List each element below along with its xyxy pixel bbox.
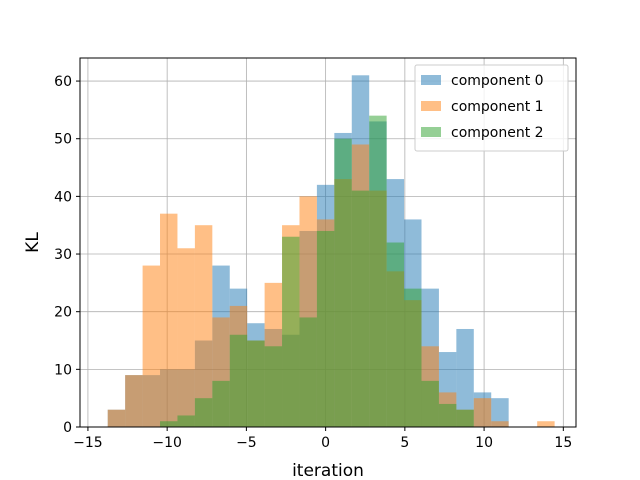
- y-tick-label: 10: [54, 362, 72, 378]
- x-tick-label: −15: [73, 435, 103, 451]
- histogram-bar: [264, 346, 283, 427]
- histogram-bar: [299, 317, 317, 427]
- histogram-bar: [160, 421, 178, 427]
- histogram-bar: [125, 375, 143, 427]
- histogram-bar: [456, 409, 474, 427]
- histogram-bar: [177, 248, 195, 427]
- legend-entry-label: component 0: [451, 73, 544, 89]
- histogram-bar: [142, 265, 161, 427]
- x-tick-label: 10: [475, 435, 493, 451]
- histogram-bar: [456, 328, 474, 427]
- x-tick-label: −5: [236, 435, 257, 451]
- y-tick-label: 30: [54, 247, 72, 263]
- histogram-bar: [386, 242, 405, 427]
- y-tick-label: 50: [54, 132, 72, 148]
- histogram-bar: [491, 398, 509, 427]
- legend-entry-label: component 1: [451, 99, 544, 115]
- histogram-bar: [438, 403, 457, 427]
- x-tick-label: 15: [554, 435, 572, 451]
- x-tick-label: 5: [400, 435, 409, 451]
- histogram-bar: [404, 288, 422, 427]
- histogram-bar: [177, 415, 195, 427]
- histogram-bar: [351, 190, 370, 427]
- histogram-bar: [229, 334, 248, 427]
- histogram-bar: [212, 380, 230, 427]
- histogram-bar: [491, 421, 509, 427]
- histogram-bar: [537, 421, 555, 427]
- histogram-bar: [282, 236, 300, 427]
- histogram-bar: [107, 409, 126, 427]
- histogram-bar: [421, 380, 439, 427]
- histogram-bar: [369, 115, 387, 427]
- histogram-bar: [194, 398, 213, 427]
- y-axis-label: KL: [23, 232, 43, 253]
- plot-frame: [79, 57, 577, 428]
- histogram-bar: [334, 138, 352, 427]
- axis-ticks: −15 −10 −5 0 5 10 15 0 10 20 30 40 50 60: [54, 74, 572, 451]
- y-tick-label: 40: [54, 189, 72, 205]
- legend-swatch: [421, 75, 441, 85]
- x-tick-label: −10: [152, 435, 182, 451]
- histogram-bar: [316, 230, 335, 427]
- y-tick-label: 20: [54, 305, 72, 321]
- histogram-bar: [473, 398, 492, 427]
- histogram-bars: [107, 75, 555, 427]
- legend-box: [414, 64, 569, 152]
- legend-swatch: [421, 127, 441, 137]
- legend: component 0 component 1 component 2: [414, 64, 569, 152]
- y-tick-label: 0: [63, 420, 72, 436]
- legend-entry-label: component 2: [451, 125, 544, 141]
- histogram-bar: [247, 340, 265, 427]
- x-tick-label: 0: [321, 435, 330, 451]
- histogram-bar: [160, 213, 178, 427]
- legend-swatch: [421, 101, 441, 111]
- series-2-bars: [160, 115, 474, 427]
- histogram-bar: [194, 225, 213, 427]
- x-axis-label: iteration: [292, 461, 364, 480]
- y-tick-label: 60: [54, 74, 72, 90]
